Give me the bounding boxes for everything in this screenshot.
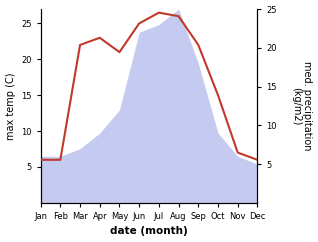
X-axis label: date (month): date (month) xyxy=(110,227,188,236)
Y-axis label: max temp (C): max temp (C) xyxy=(5,72,16,140)
Y-axis label: med. precipitation
(kg/m2): med. precipitation (kg/m2) xyxy=(291,61,313,151)
